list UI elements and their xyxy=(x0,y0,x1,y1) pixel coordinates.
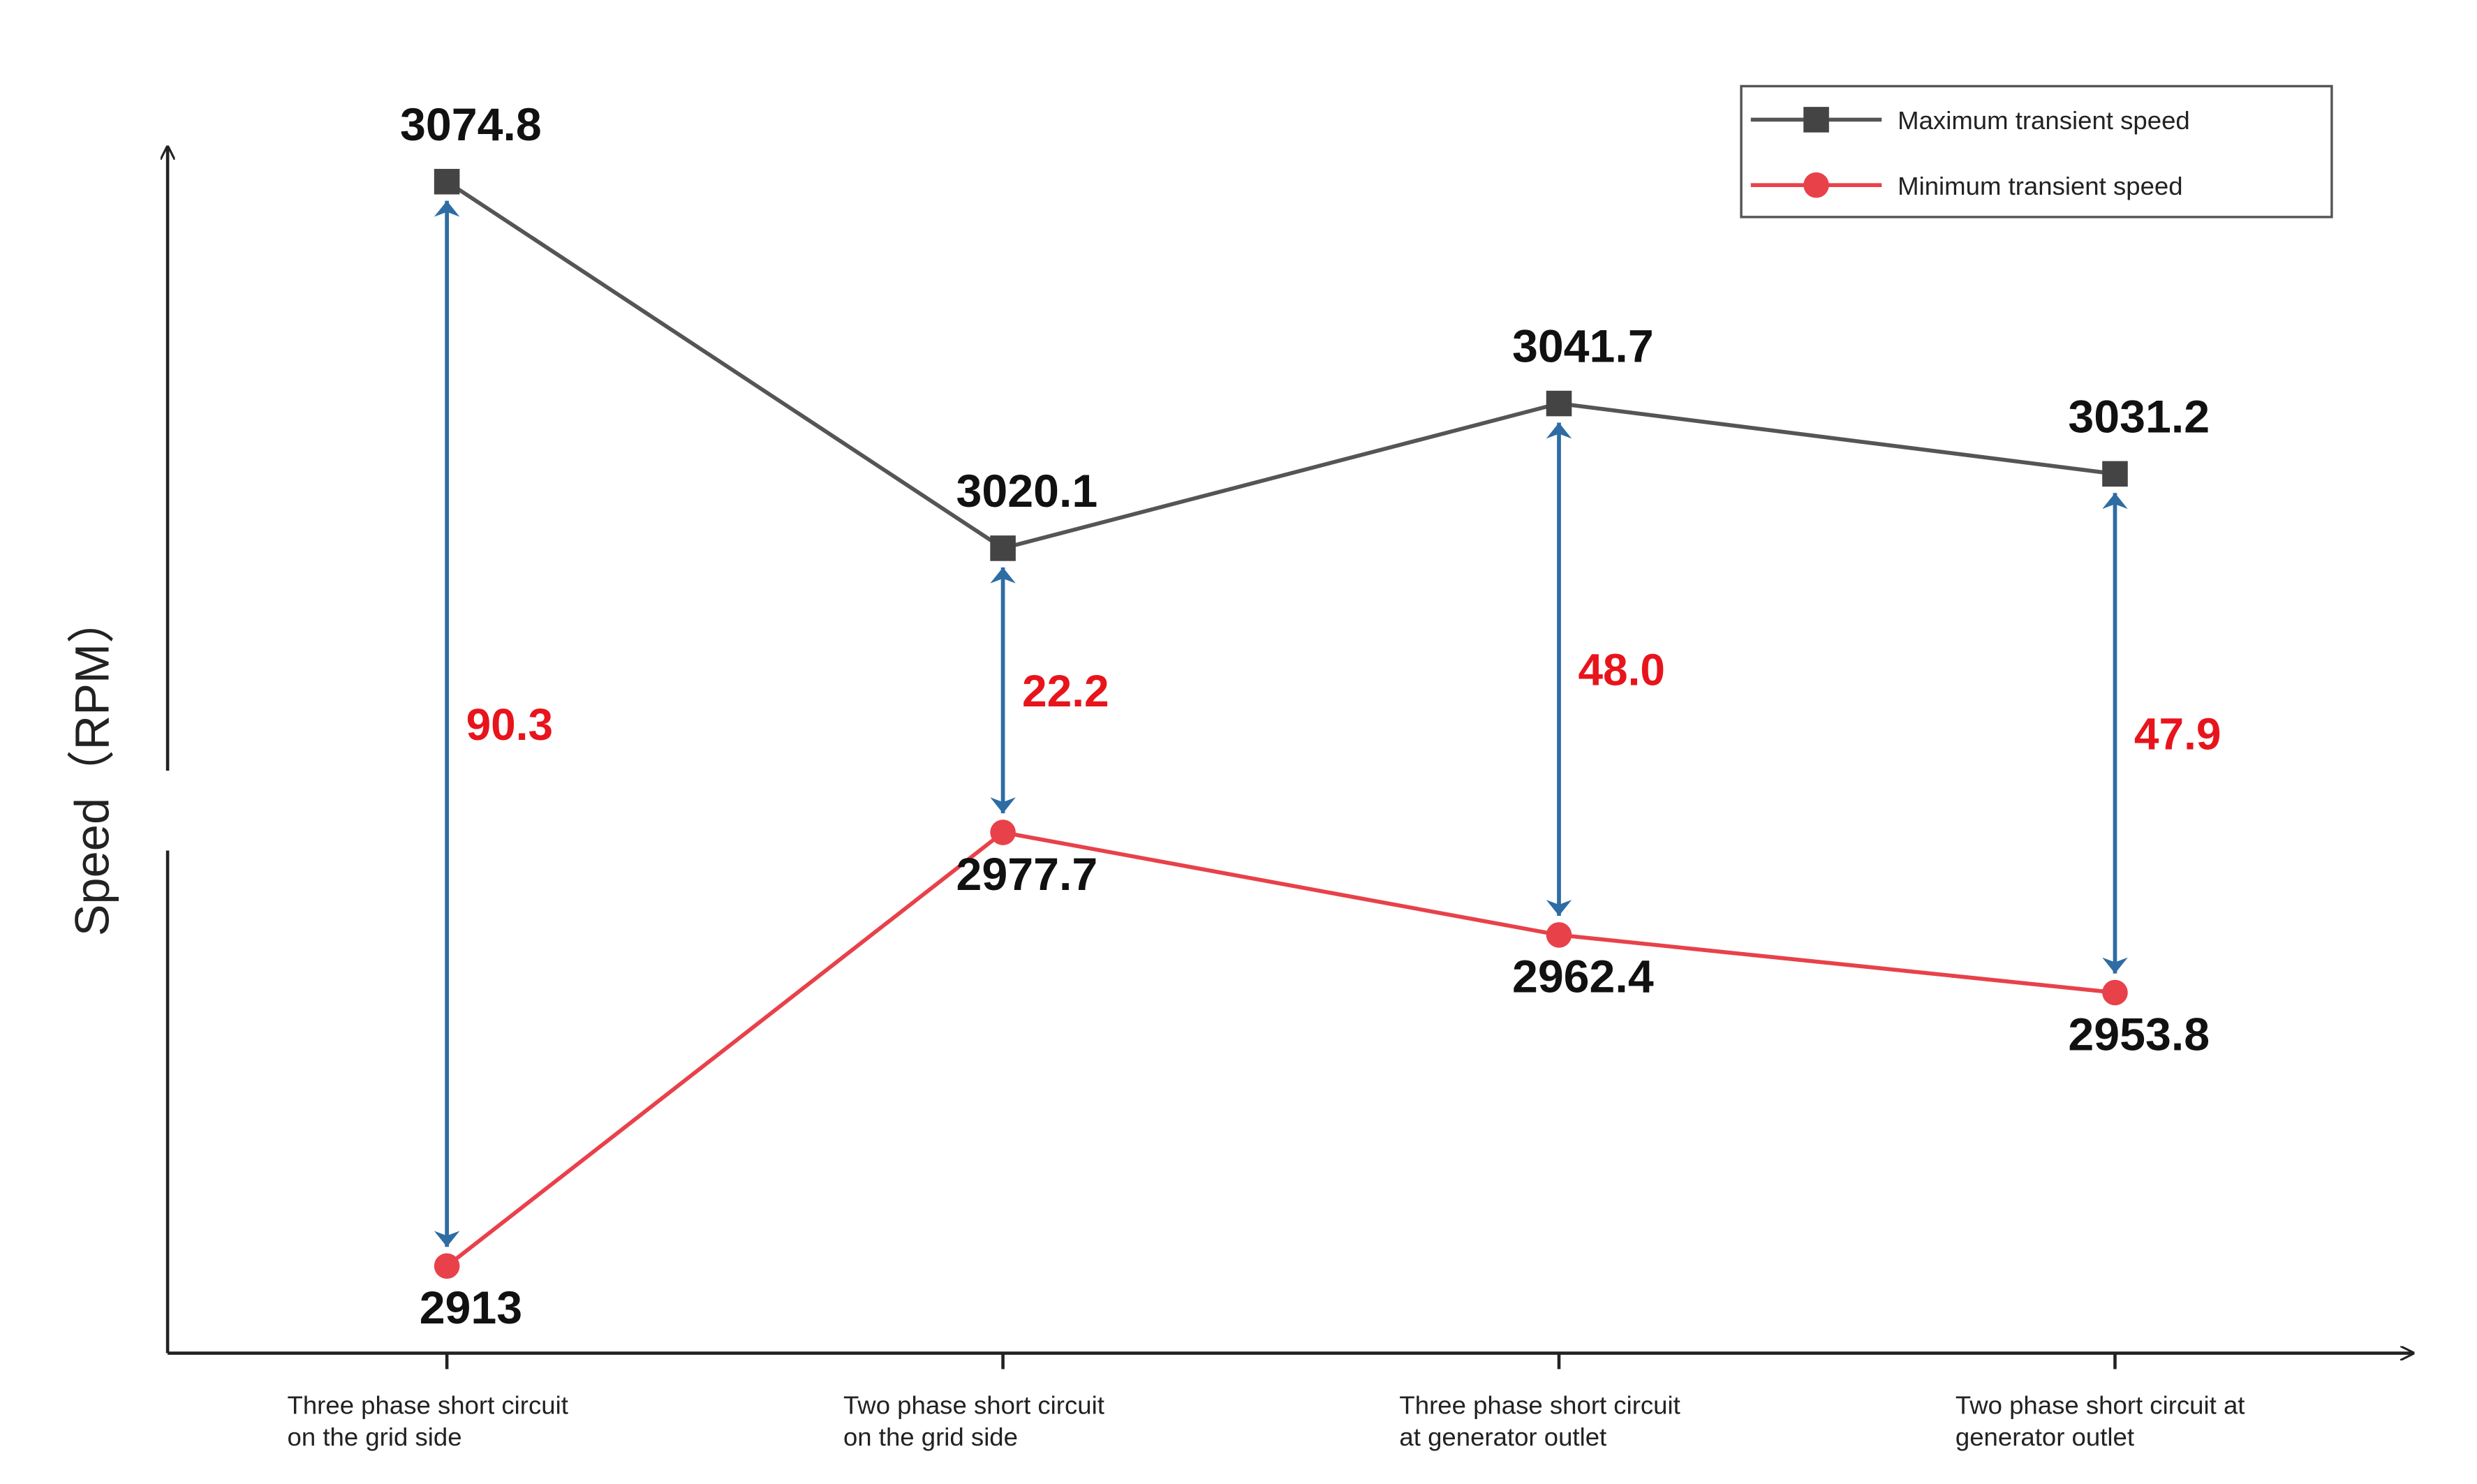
series-line xyxy=(445,830,2115,1268)
value-label: 2953.8 xyxy=(2068,1009,2210,1060)
difference-label: 48.0 xyxy=(1578,645,1665,695)
x-tick-label: Two phase short circuit at xyxy=(1955,1390,2245,1419)
value-label: 3041.7 xyxy=(1512,321,1654,373)
legend-label: Maximum transient speed xyxy=(1898,106,2190,135)
x-tick-label: on the grid side xyxy=(843,1423,1018,1451)
point xyxy=(2102,979,2128,1006)
difference-label: 47.9 xyxy=(2134,708,2221,759)
legend-marker xyxy=(1803,107,1829,133)
x-tick-label: Three phase short circuit xyxy=(1399,1390,1680,1419)
difference-label: 90.3 xyxy=(466,699,554,750)
value-label: 2977.7 xyxy=(956,849,1098,900)
legend-box xyxy=(1740,84,2333,218)
value-label: 3074.8 xyxy=(400,99,542,151)
point xyxy=(1546,922,1572,948)
value-label: 2962.4 xyxy=(1512,951,1654,1003)
legend-marker xyxy=(1803,172,1829,198)
value-label: 2913 xyxy=(420,1282,522,1334)
x-tick-label: Three phase short circuit xyxy=(288,1390,568,1419)
y-axis-label: Speed（RPM） xyxy=(65,595,119,936)
point xyxy=(990,535,1016,561)
value-label: 3020.1 xyxy=(956,466,1098,517)
x-tick-label: Two phase short circuit xyxy=(843,1390,1104,1419)
x-tick-label: on the grid side xyxy=(288,1423,462,1451)
value-label: 3031.2 xyxy=(2068,391,2210,443)
x-tick-label: at generator outlet xyxy=(1399,1423,1606,1451)
point xyxy=(1546,390,1572,417)
point xyxy=(2102,461,2128,487)
difference-label: 22.2 xyxy=(1022,666,1109,716)
point xyxy=(990,819,1016,845)
legend-label: Minimum transient speed xyxy=(1898,172,2182,200)
point xyxy=(434,1253,460,1279)
x-tick-label: generator outlet xyxy=(1955,1423,2134,1451)
series-line xyxy=(445,179,2115,551)
point xyxy=(434,168,460,195)
